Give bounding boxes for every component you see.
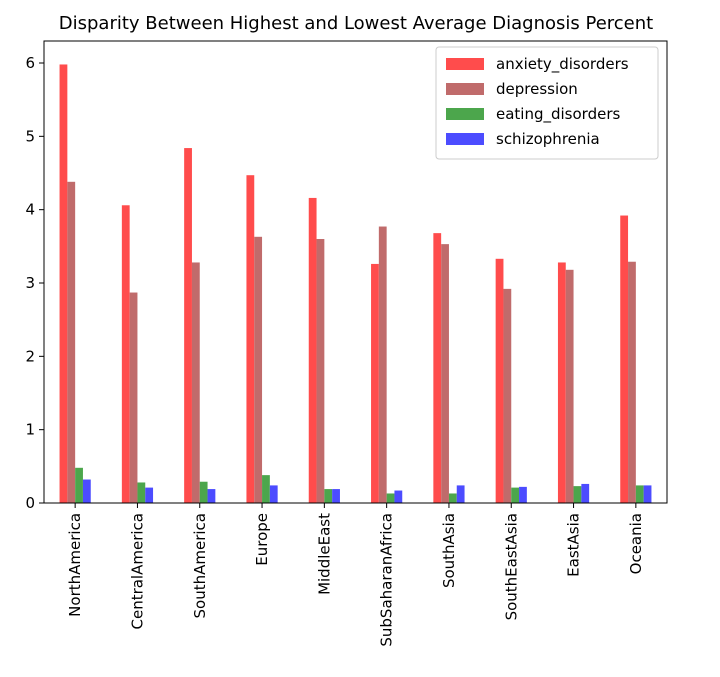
bar-eating_disorders-MiddleEast [324, 489, 333, 503]
bar-anxiety_disorders-SouthEastAsia [495, 258, 504, 503]
bar-depression-MiddleEast [316, 239, 325, 503]
legend: anxiety_disorders depression eating_disord… [435, 46, 659, 160]
x-tick-label-NorthAmerica: NorthAmerica [66, 513, 84, 617]
x-tick-label-Europe: Europe [253, 513, 271, 566]
x-tick-label-EastAsia: EastAsia [565, 513, 583, 577]
y-tick-label: 1 [25, 421, 35, 439]
legend-label-eating_disorders: eating_disorders [496, 105, 620, 124]
bar-eating_disorders-SouthAmerica [199, 481, 208, 503]
legend-label-anxiety_disorders: anxiety_disorders [496, 55, 629, 74]
bar-schizophrenia-Oceania [643, 485, 652, 503]
bar-schizophrenia-SouthAsia [456, 485, 465, 503]
legend-swatch-eating_disorders [446, 108, 484, 120]
legend-label-depression: depression [496, 80, 578, 98]
bar-eating_disorders-EastAsia [573, 486, 582, 503]
x-tick-label-SouthAsia: SouthAsia [440, 513, 458, 588]
bar-anxiety_disorders-NorthAmerica [59, 64, 68, 503]
bar-schizophrenia-SouthEastAsia [519, 486, 527, 503]
bar-eating_disorders-Oceania [635, 485, 644, 503]
x-tick-label-Oceania: Oceania [627, 513, 645, 574]
legend-swatch-depression [446, 83, 484, 95]
x-tick-label-MiddleEast: MiddleEast [315, 513, 333, 595]
bar-depression-CentralAmerica [129, 292, 138, 503]
bar-depression-SouthAsia [441, 244, 449, 503]
bar-depression-Oceania [628, 261, 636, 503]
bar-depression-NorthAmerica [67, 181, 76, 504]
bar-depression-EastAsia [565, 269, 574, 503]
bar-eating_disorders-NorthAmerica [75, 467, 83, 503]
bar-anxiety_disorders-MiddleEast [308, 197, 317, 503]
bars-layer [59, 64, 652, 504]
bar-schizophrenia-Europe [269, 485, 278, 503]
bar-depression-SouthEastAsia [503, 288, 512, 503]
bar-anxiety_disorders-CentralAmerica [121, 205, 130, 503]
bar-anxiety_disorders-EastAsia [557, 262, 566, 503]
bar-schizophrenia-CentralAmerica [145, 487, 154, 503]
y-tick-label: 4 [25, 201, 35, 219]
legend-swatch-anxiety_disorders [446, 58, 484, 70]
bar-anxiety_disorders-SouthAmerica [184, 148, 192, 503]
bar-anxiety_disorders-Oceania [620, 215, 629, 503]
x-axis: NorthAmerica CentralAmerica SouthAmerica Eu… [66, 503, 645, 647]
y-tick-label: 5 [25, 127, 35, 145]
legend-swatch-schizophrenia [446, 133, 484, 145]
legend-label-schizophrenia: schizophrenia [496, 130, 600, 148]
bar-anxiety_disorders-SubSaharanAfrica [371, 263, 379, 503]
bar-depression-SouthAmerica [191, 262, 200, 503]
bar-schizophrenia-SubSaharanAfrica [394, 490, 403, 503]
x-tick-label-SubSaharanAfrica: SubSaharanAfrica [378, 513, 396, 647]
bar-anxiety_disorders-SouthAsia [433, 233, 442, 503]
bar-depression-SubSaharanAfrica [378, 226, 387, 503]
y-tick-label: 6 [25, 54, 35, 72]
y-tick-label: 3 [25, 274, 35, 292]
bar-schizophrenia-EastAsia [581, 483, 590, 503]
bar-schizophrenia-SouthAmerica [207, 489, 216, 503]
bar-anxiety_disorders-Europe [246, 175, 255, 503]
bar-schizophrenia-NorthAmerica [82, 479, 91, 503]
bar-depression-Europe [254, 236, 263, 504]
y-axis: 0 1 2 3 4 5 6 [25, 54, 44, 512]
bar-eating_disorders-CentralAmerica [137, 482, 146, 503]
bar-schizophrenia-MiddleEast [332, 489, 340, 503]
bar-eating_disorders-SubSaharanAfrica [386, 493, 395, 503]
bar-eating_disorders-Europe [262, 475, 270, 503]
y-tick-label: 2 [25, 347, 35, 365]
chart-title: Disparity Between Highest and Lowest Ave… [59, 13, 653, 34]
bar-eating_disorders-SouthAsia [448, 493, 457, 503]
plot-border [43, 40, 668, 504]
y-tick-label: 0 [25, 494, 35, 512]
bar-eating_disorders-SouthEastAsia [511, 487, 520, 503]
legend-box [435, 46, 659, 160]
x-tick-label-SouthEastAsia: SouthEastAsia [502, 513, 520, 620]
x-tick-label-CentralAmerica: CentralAmerica [128, 513, 146, 630]
x-tick-label-SouthAmerica: SouthAmerica [191, 513, 209, 618]
